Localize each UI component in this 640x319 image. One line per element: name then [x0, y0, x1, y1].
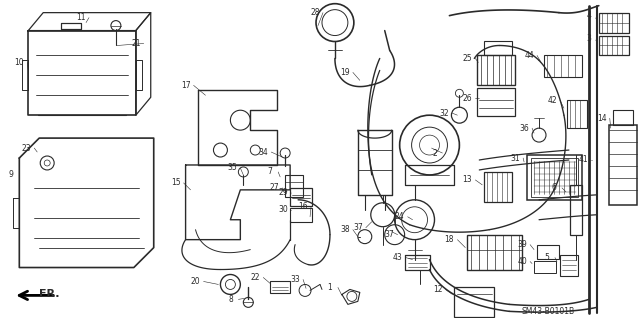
- Text: 31: 31: [510, 153, 520, 162]
- Bar: [599, 13, 628, 33]
- Text: FR.: FR.: [39, 289, 60, 300]
- Text: 13: 13: [463, 175, 472, 184]
- Bar: [290, 208, 312, 222]
- Text: 1: 1: [328, 283, 332, 292]
- Text: 28: 28: [310, 8, 320, 17]
- Bar: [290, 188, 312, 206]
- Text: 33: 33: [290, 275, 300, 284]
- Text: 4: 4: [586, 11, 591, 20]
- Bar: [560, 255, 578, 277]
- Text: 12: 12: [433, 285, 442, 294]
- Text: 10: 10: [15, 58, 24, 67]
- Bar: [527, 155, 582, 200]
- Bar: [477, 88, 515, 116]
- Bar: [484, 172, 512, 202]
- Text: 43: 43: [393, 253, 403, 262]
- Bar: [270, 281, 290, 293]
- Text: 22: 22: [250, 273, 260, 282]
- Text: 34: 34: [259, 147, 268, 157]
- Text: 11: 11: [76, 13, 86, 22]
- Text: 37: 37: [353, 223, 363, 232]
- Text: 6: 6: [552, 183, 556, 192]
- Bar: [567, 100, 587, 128]
- Bar: [534, 261, 556, 272]
- Bar: [570, 185, 582, 235]
- Text: 17: 17: [180, 81, 191, 90]
- Text: 14: 14: [597, 114, 607, 123]
- Text: 38: 38: [340, 225, 349, 234]
- Text: 42: 42: [547, 96, 557, 105]
- Text: 2: 2: [432, 149, 437, 158]
- Text: 20: 20: [191, 277, 200, 286]
- Text: 36: 36: [519, 124, 529, 133]
- Text: 37: 37: [385, 230, 395, 239]
- Text: 26: 26: [463, 94, 472, 103]
- Bar: [612, 110, 632, 125]
- Bar: [484, 41, 512, 56]
- Bar: [454, 287, 494, 317]
- Bar: [609, 125, 637, 205]
- Text: 41: 41: [579, 155, 589, 165]
- Text: 3: 3: [586, 34, 591, 43]
- Bar: [531, 158, 578, 197]
- Bar: [467, 235, 522, 270]
- Text: 25: 25: [463, 54, 472, 63]
- Text: 16: 16: [298, 202, 308, 211]
- Text: 39: 39: [517, 240, 527, 249]
- Bar: [544, 56, 582, 78]
- Text: 27: 27: [269, 183, 279, 192]
- Bar: [285, 175, 303, 197]
- Text: 21: 21: [131, 39, 141, 48]
- Bar: [599, 35, 628, 56]
- Text: 7: 7: [268, 167, 273, 176]
- Text: 23: 23: [22, 144, 31, 152]
- Text: 18: 18: [445, 235, 454, 244]
- Text: 5: 5: [545, 253, 550, 262]
- Text: 35: 35: [227, 163, 237, 173]
- Text: SM43-B0101B: SM43-B0101B: [521, 307, 574, 316]
- Text: 15: 15: [171, 178, 180, 187]
- Bar: [477, 56, 515, 85]
- Text: 29: 29: [278, 188, 288, 197]
- Text: 44: 44: [524, 51, 534, 60]
- Text: 8: 8: [228, 295, 233, 304]
- Text: 9: 9: [9, 170, 14, 179]
- Text: 32: 32: [440, 109, 449, 118]
- Text: 40: 40: [517, 257, 527, 266]
- Text: 19: 19: [340, 68, 349, 77]
- Bar: [537, 245, 559, 259]
- Text: 30: 30: [278, 205, 288, 214]
- Text: 24: 24: [395, 212, 404, 221]
